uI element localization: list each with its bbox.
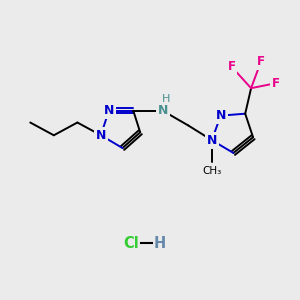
Text: N: N bbox=[158, 104, 168, 117]
Text: F: F bbox=[227, 60, 236, 73]
Text: N: N bbox=[207, 134, 217, 147]
Text: N: N bbox=[96, 129, 106, 142]
Text: CH₃: CH₃ bbox=[202, 166, 221, 176]
Text: F: F bbox=[257, 55, 265, 68]
Text: N: N bbox=[215, 109, 226, 122]
Text: Cl: Cl bbox=[124, 236, 139, 251]
Text: N: N bbox=[103, 104, 114, 117]
Text: H: H bbox=[161, 94, 170, 104]
Text: F: F bbox=[272, 77, 280, 90]
Text: H: H bbox=[154, 236, 166, 251]
